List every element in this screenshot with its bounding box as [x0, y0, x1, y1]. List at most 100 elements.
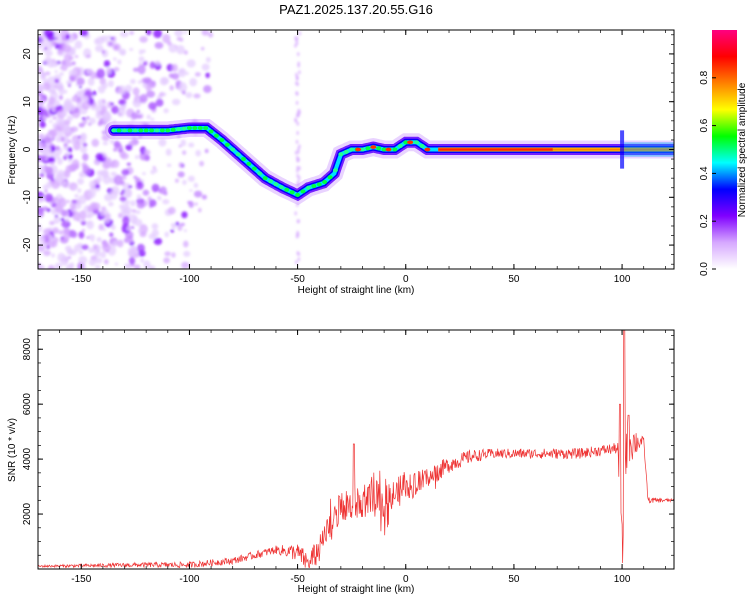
spectrogram-speckle — [197, 207, 202, 213]
spectrogram-speckle — [96, 170, 104, 176]
spectrogram-speckle — [178, 144, 182, 148]
spectrogram-speckle — [38, 96, 45, 106]
spectrogram-speckle — [100, 251, 107, 259]
spectrogram-speckle — [128, 235, 133, 240]
spectrogram-speckle — [118, 212, 123, 219]
spectrogram-speckle — [102, 99, 106, 104]
spectrogram-speckle — [133, 175, 138, 179]
spectrogram-speckle — [45, 71, 51, 76]
ridge-blob — [149, 128, 155, 133]
spectrogram-speckle — [205, 56, 211, 63]
spectrogram-speckle — [129, 213, 137, 223]
ridge-blob — [208, 129, 214, 134]
spectrogram-speckle — [134, 218, 143, 227]
spectrogram-speckle — [78, 256, 88, 264]
spectrogram-speckle — [296, 251, 300, 256]
spectrogram-speckle — [102, 228, 107, 231]
spectrogram-speckle — [110, 37, 114, 40]
spectrogram-speckle — [50, 244, 55, 248]
ridge-blob — [273, 182, 279, 187]
spectrogram-speckle — [183, 50, 188, 55]
spectrogram-speckle — [71, 138, 77, 145]
snr-frame — [37, 329, 675, 570]
spectrogram-speckle — [113, 174, 123, 186]
spectrogram-speckle — [95, 111, 102, 119]
spectrogram-speckle — [187, 200, 192, 205]
spectrogram-speckles — [38, 30, 302, 269]
spectrogram-speckle — [298, 144, 301, 149]
ridge-blob — [289, 190, 295, 195]
ridge-blob — [392, 147, 398, 152]
ridge-blob — [230, 147, 236, 152]
spectrogram-y-tick-label: 10 — [22, 96, 33, 108]
ridge-blob — [143, 128, 149, 133]
spectrogram-speckle — [48, 89, 54, 93]
snr-y-tick-label: 6000 — [22, 393, 33, 416]
ridge-blob — [132, 128, 138, 133]
spectrogram-speckle — [78, 122, 85, 128]
spectrogram-speckle — [64, 218, 70, 223]
spectrogram-speckle — [54, 145, 60, 151]
spectrogram-speckle — [77, 188, 82, 193]
spectrogram-speckle — [150, 169, 155, 175]
spectrogram-speckle — [119, 103, 126, 111]
ridge-blob — [170, 127, 176, 132]
spectrogram-speckle — [182, 150, 187, 155]
spectrogram-speckle — [60, 217, 65, 222]
spectrogram-speckle — [81, 228, 85, 233]
spectrogram-speckle — [91, 239, 95, 242]
spectrogram-speckle — [60, 209, 67, 217]
ridge-blob — [359, 147, 365, 152]
spectrogram-speckle — [119, 191, 125, 196]
spectrogram-speckle — [44, 47, 48, 50]
spectrogram-speckle — [205, 72, 210, 79]
spectrogram-speckle — [298, 70, 301, 75]
spectrogram-speckle — [43, 250, 51, 256]
spectrogram-speckle — [119, 31, 129, 38]
spectrogram-speckle — [87, 187, 97, 199]
spectrogram-speckle — [71, 46, 77, 52]
spectrogram-speckle — [298, 31, 302, 36]
spectrogram-speckle — [148, 102, 157, 110]
spectrogram-speckle — [63, 143, 68, 148]
spectrogram-y-tick-label: -20 — [22, 237, 33, 252]
spectrogram-speckle — [154, 41, 164, 49]
ridge-blob — [414, 140, 420, 145]
spectrogram-speckle — [59, 72, 64, 76]
ridge-hot-spot — [385, 147, 392, 152]
spectrogram-speckle — [78, 105, 83, 110]
spectrogram-speckle — [142, 49, 146, 53]
spectrogram-y-tick-label: 20 — [22, 48, 33, 60]
spectrogram-speckle — [43, 136, 52, 144]
ridge-blob — [116, 128, 122, 133]
spectrogram-speckle — [294, 211, 297, 216]
spectrogram-speckle — [71, 159, 80, 169]
spectrogram-speckle — [45, 142, 50, 148]
ridge-blob — [262, 176, 268, 181]
spectrogram-speckle — [121, 169, 130, 176]
spectrogram-speckle — [39, 121, 46, 128]
spectrogram-speckle — [183, 250, 191, 257]
spectrogram-speckle — [199, 160, 205, 167]
spectrogram-speckle — [201, 63, 210, 71]
spectrogram-speckle — [136, 114, 142, 119]
spectrogram-speckle — [110, 171, 117, 177]
spectrogram-speckle — [155, 98, 164, 107]
spectrogram-speckle — [38, 84, 45, 91]
spectrogram-speckle — [96, 68, 105, 79]
spectrogram-speckle — [162, 33, 171, 44]
spectrogram-speckle — [201, 30, 209, 36]
spectrogram-speckle — [194, 202, 198, 206]
spectrogram-speckle — [134, 155, 139, 160]
spectrogram-speckle — [296, 202, 299, 207]
spectrogram-speckle — [177, 171, 185, 178]
spectrogram-speckle — [80, 95, 89, 103]
spectrogram-y-ticks: -20 -10 0 10 20 — [22, 34, 674, 265]
spectrogram-speckle — [78, 85, 83, 89]
spectrogram-speckle — [176, 135, 181, 138]
spectrogram-speckle — [119, 196, 127, 202]
spectrogram-speckle — [38, 223, 43, 233]
spectrogram-speckle — [46, 244, 51, 250]
spectrogram-speckle — [66, 115, 74, 121]
spectrogram-speckle — [176, 36, 182, 41]
